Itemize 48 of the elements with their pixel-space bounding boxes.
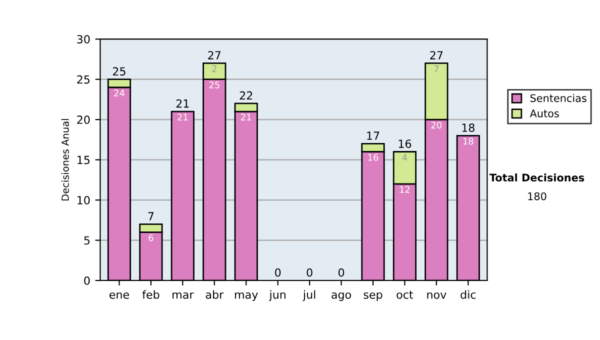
y-tick-label: 20 [77,116,90,124]
y-tick-label: 30 [77,35,90,44]
x-tick-label: ene [109,292,129,299]
total-label: 18 [462,123,474,132]
total-label: 17 [367,132,380,140]
data-label: 16 [368,154,378,161]
data-label: 25 [209,82,220,88]
data-label: 2 [212,65,216,72]
data-label: 20 [431,122,442,129]
x-tick-label: jun [269,290,286,301]
total-label: 0 [306,268,312,277]
text: 180 [528,192,546,200]
data-label: 6 [148,234,154,242]
x-tick-label: nov [427,292,446,299]
x-tick-label: abr [206,290,224,299]
total-label: 7 [148,212,154,220]
x-tick-label: mar [172,292,194,299]
data-label: 18 [463,138,474,145]
total-label: 0 [275,268,281,277]
data-label: 24 [114,90,124,96]
total-label: 0 [338,268,344,277]
y-tick-label: 5 [84,236,90,245]
x-tick-label: dic [460,290,476,299]
legend-label: Autos [530,110,559,118]
text: Total Decisiones [489,173,584,182]
total-label: 27 [430,51,443,60]
data-label: 21 [241,114,252,120]
y-tick-label: 10 [78,196,90,204]
total-label: 25 [112,67,126,76]
y-axis-title: Decisiones Anual [61,119,69,200]
x-tick-label: jul [302,290,316,301]
x-tick-label: oct [396,290,414,299]
data-label: 4 [402,154,408,161]
y-tick-label: 0 [84,276,90,285]
x-tick-label: ago [332,292,352,301]
data-label: 12 [400,186,410,193]
total-label: 16 [398,140,412,148]
data-label: 7 [434,66,439,72]
total-label: 27 [208,51,221,60]
x-tick-label: feb [142,290,160,299]
y-tick-label: 25 [77,75,90,84]
x-tick-label: sep [364,292,382,301]
data-label: 21 [178,114,188,120]
legend-label: Sentencias [530,94,586,102]
total-label: 21 [176,99,189,108]
total-label: 22 [240,91,252,100]
y-tick-label: 15 [78,156,90,164]
x-tick-label: may [235,292,258,301]
